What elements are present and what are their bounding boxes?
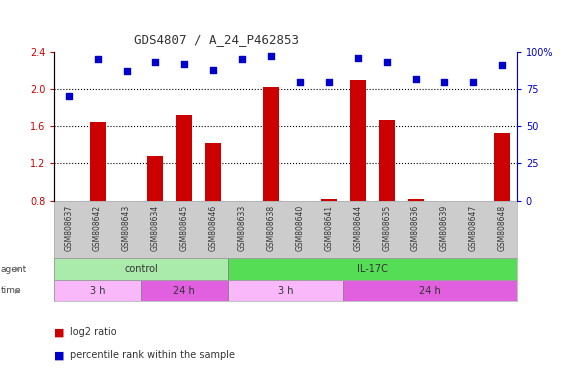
Bar <box>350 80 365 200</box>
Bar <box>228 258 517 280</box>
Point <box>151 59 160 65</box>
Point <box>122 68 131 74</box>
Bar <box>176 115 192 200</box>
Bar <box>228 280 343 301</box>
Point <box>238 56 247 62</box>
Text: time: time <box>1 286 21 295</box>
Point <box>440 78 449 84</box>
Text: 3 h: 3 h <box>90 286 106 296</box>
Bar <box>263 87 279 200</box>
Point <box>353 55 363 61</box>
Text: ■: ■ <box>54 350 65 360</box>
Text: GSM808639: GSM808639 <box>440 205 449 252</box>
Bar <box>90 122 106 200</box>
Text: GSM808642: GSM808642 <box>93 205 102 252</box>
Bar <box>379 120 395 200</box>
Point <box>324 78 333 84</box>
Bar <box>54 280 141 301</box>
Text: GSM808634: GSM808634 <box>151 205 160 252</box>
Text: GSM808641: GSM808641 <box>324 205 333 252</box>
Point <box>208 66 218 73</box>
Point <box>382 59 391 65</box>
Bar <box>206 143 221 200</box>
Text: GDS4807 / A_24_P462853: GDS4807 / A_24_P462853 <box>134 33 299 46</box>
Text: GSM808638: GSM808638 <box>267 205 276 252</box>
Point <box>295 78 304 84</box>
Bar <box>321 199 337 200</box>
Text: percentile rank within the sample: percentile rank within the sample <box>70 350 235 360</box>
Text: 24 h: 24 h <box>419 286 441 296</box>
Bar <box>141 280 228 301</box>
Bar <box>54 258 228 280</box>
Text: control: control <box>124 264 158 274</box>
Text: ■: ■ <box>54 327 65 337</box>
Point <box>180 61 189 67</box>
Text: 24 h: 24 h <box>174 286 195 296</box>
Text: log2 ratio: log2 ratio <box>70 327 117 337</box>
Point <box>93 56 102 62</box>
Bar <box>147 156 163 200</box>
Text: ▶: ▶ <box>15 288 21 294</box>
Text: ▶: ▶ <box>15 266 21 272</box>
Text: GSM808643: GSM808643 <box>122 205 131 252</box>
Text: GSM808648: GSM808648 <box>498 205 507 252</box>
Text: GSM808645: GSM808645 <box>180 205 189 252</box>
Point <box>267 53 276 60</box>
Bar <box>343 280 517 301</box>
Point <box>64 93 73 99</box>
Text: GSM808633: GSM808633 <box>238 205 247 252</box>
Text: GSM808635: GSM808635 <box>382 205 391 252</box>
Text: GSM808644: GSM808644 <box>353 205 362 252</box>
Text: agent: agent <box>1 265 27 274</box>
Text: IL-17C: IL-17C <box>357 264 388 274</box>
Text: 3 h: 3 h <box>278 286 293 296</box>
Text: GSM808647: GSM808647 <box>469 205 478 252</box>
Point <box>469 78 478 84</box>
Text: GSM808646: GSM808646 <box>209 205 218 252</box>
Bar <box>494 133 510 200</box>
Bar <box>408 199 424 200</box>
Text: GSM808637: GSM808637 <box>64 205 73 252</box>
Text: GSM808640: GSM808640 <box>295 205 304 252</box>
Text: GSM808636: GSM808636 <box>411 205 420 252</box>
Point <box>411 76 420 82</box>
Point <box>498 62 507 68</box>
